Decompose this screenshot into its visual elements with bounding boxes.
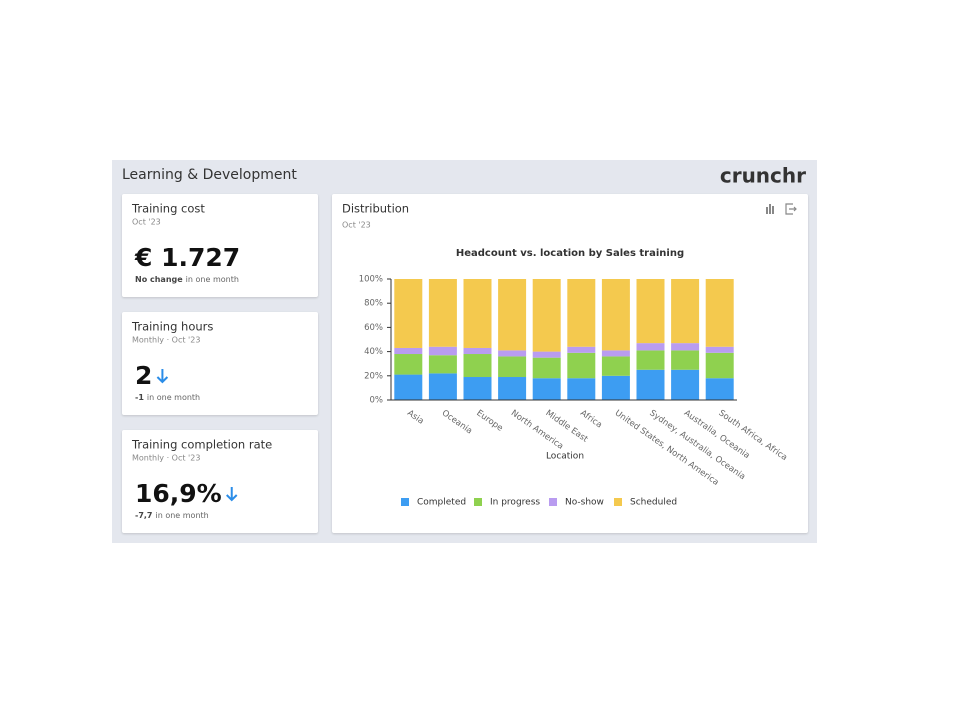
logo: crunchr [720,164,806,188]
bar-segment [428,373,457,400]
bar-segment [636,343,665,351]
legend-label: Scheduled [630,498,677,508]
y-tick-label: 80% [364,299,383,309]
bar-segment [498,377,527,400]
bar-segment [532,351,561,358]
distribution-period: Oct '23 [342,221,371,230]
bar-segment [498,279,527,351]
bar-segment [394,354,423,375]
kpi-card [122,430,318,533]
bar-segment [532,378,561,400]
change-text: in one month [147,393,200,402]
card-value: 2 [135,361,152,390]
card-note: -7,7 in one month [135,511,209,520]
card-note: No change in one month [135,275,239,284]
y-tick-label: 60% [364,323,383,333]
change-value: No change [135,275,183,284]
legend-label: Completed [417,498,466,508]
bar-segment [636,350,665,370]
bar-segment [671,350,700,370]
change-text: in one month [186,275,239,284]
bar-segment [705,279,734,347]
bar-segment [636,279,665,344]
card-period: Monthly · Oct '23 [132,336,200,345]
bar-segment [428,346,457,356]
card-title: Training hours [131,320,213,334]
card-title: Training cost [131,202,205,216]
chart-title: Headcount vs. location by Sales training [456,248,684,259]
change-text: in one month [156,511,209,520]
bar-segment [567,378,596,400]
bar-segment [671,343,700,351]
export-icon[interactable] [785,203,797,215]
bar-segment [705,352,734,379]
bar-segment [463,347,492,355]
change-value: -1 [135,393,144,402]
card-note: -1 in one month [135,393,200,402]
bar-segment [705,346,734,353]
bar-segment [463,354,492,378]
legend-swatch [614,498,622,506]
legend-swatch [474,498,482,506]
bar-segment [705,378,734,400]
card-period: Oct '23 [132,218,161,227]
card-value: € 1.727 [134,243,240,272]
legend-swatch [549,498,557,506]
bar-segment [601,350,630,357]
y-tick-label: 100% [359,275,383,285]
bar-segment [567,352,596,379]
kpi-card [122,312,318,415]
bar-segment [532,279,561,352]
y-tick-label: 20% [364,371,383,381]
y-tick-label: 40% [364,347,383,357]
bar-segment [394,279,423,348]
bar-segment [601,375,630,400]
kpi-card [122,194,318,297]
bar-segment [532,357,561,379]
trend-arrow [226,487,238,502]
y-tick-label: 0% [370,396,384,406]
bar-segment [463,377,492,400]
bar-segment [671,279,700,344]
card-period: Monthly · Oct '23 [132,454,200,463]
bar-segment [567,346,596,353]
bar-segment [567,279,596,347]
bar-segment [671,369,700,400]
bar-segment [394,347,423,355]
bar-segment [601,356,630,376]
x-axis-title: Location [546,452,584,462]
card-value: 16,9% [135,479,222,508]
bar-segment [498,356,527,378]
legend-label: No-show [565,498,604,508]
change-value: -7,7 [135,511,153,520]
trend-arrow [156,369,169,384]
distribution-title: Distribution [342,202,409,216]
bar-segment [601,279,630,351]
bar-segment [636,369,665,400]
chart-icon[interactable] [766,204,774,214]
legend-label: In progress [490,498,540,508]
bar-segment [428,355,457,374]
card-title: Training completion rate [131,438,272,452]
bar-segment [463,279,492,348]
bar-segment [394,374,423,400]
legend-swatch [401,498,409,506]
bar-segment [428,279,457,347]
header-title: Learning & Development [122,167,297,183]
bar-segment [498,350,527,357]
